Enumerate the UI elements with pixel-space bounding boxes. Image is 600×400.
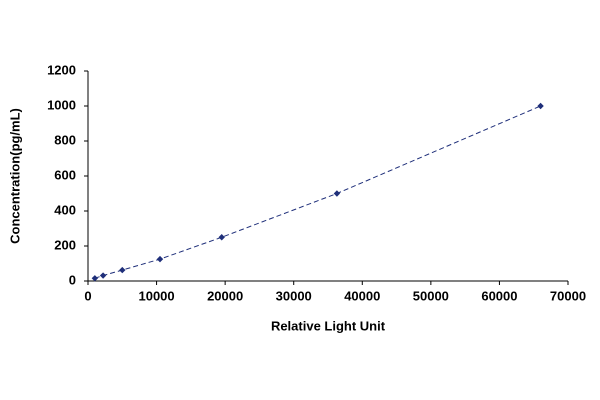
data-point [537, 102, 544, 110]
x-tick-label: 70000 [550, 288, 586, 303]
y-axis-label: Concentration(pg/mL) [7, 108, 22, 244]
x-tick-label: 60000 [481, 288, 517, 303]
x-tick-label: 50000 [413, 288, 449, 303]
x-tick-label: 10000 [138, 288, 174, 303]
y-tick-label: 800 [54, 132, 76, 147]
data-point [333, 190, 341, 197]
y-tick-label: 200 [54, 237, 76, 252]
x-tick-label: 30000 [276, 288, 312, 303]
x-tick-label: 40000 [344, 288, 380, 303]
data-point [91, 275, 99, 282]
x-tick-label: 20000 [207, 288, 243, 303]
data-point [156, 255, 164, 263]
data-point [99, 272, 107, 279]
x-tick-label: 0 [84, 288, 91, 303]
y-tick-label: 400 [54, 202, 76, 217]
trend-line [94, 105, 541, 279]
y-tick-label: 1200 [47, 62, 76, 77]
y-tick-label: 600 [54, 167, 76, 182]
y-tick-label: 1000 [47, 97, 76, 112]
data-point [218, 234, 225, 241]
x-axis-label: Relative Light Unit [271, 318, 386, 333]
y-tick-label: 0 [69, 272, 76, 287]
data-point [119, 266, 126, 274]
